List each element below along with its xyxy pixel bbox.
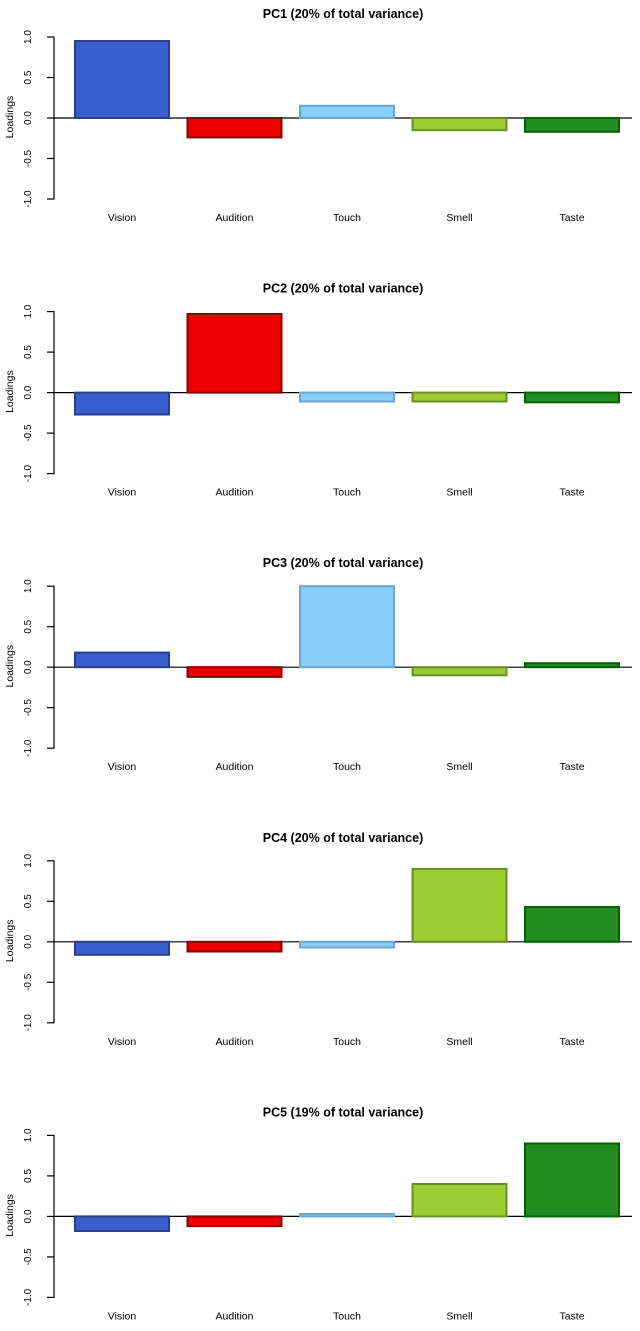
panel-pc4: PC4 (20% of total variance) Loadings 1.0 0.… xyxy=(4,831,632,1048)
y-tick-label: -1.0 xyxy=(23,739,34,757)
y-tick-label: 0.5 xyxy=(23,345,34,359)
bar-smell xyxy=(411,391,508,403)
y-axis-label: Loadings xyxy=(4,919,16,962)
x-category-label: Taste xyxy=(559,212,584,224)
x-category-label: Taste xyxy=(559,1036,584,1048)
y-tick-label: -1.0 xyxy=(23,1014,34,1032)
x-category-label: Taste xyxy=(559,487,584,499)
y-tick-label: -0.5 xyxy=(23,973,34,991)
panel-pc1: PC1 (20% of total variance) Loadings 1.0 0.… xyxy=(4,7,632,224)
bar-audition xyxy=(186,940,283,953)
x-category-label: Smell xyxy=(446,1036,472,1048)
bar-vision xyxy=(74,1215,170,1233)
bar-audition xyxy=(186,313,283,394)
bar-vision xyxy=(74,651,170,669)
y-tick-label: 0.5 xyxy=(23,70,34,84)
y-tick-label: 0.0 xyxy=(23,934,34,948)
y-tick-label: -1.0 xyxy=(23,465,34,483)
bar-vision xyxy=(74,40,170,119)
y-axis-label: Loadings xyxy=(4,96,16,139)
y-tick-label: 0.0 xyxy=(23,1209,34,1223)
bar-taste xyxy=(524,662,620,669)
y-tick-label: 0.0 xyxy=(23,385,34,399)
bar-audition xyxy=(186,117,283,139)
x-category-label: Audition xyxy=(216,212,254,224)
y-tick-label: -0.5 xyxy=(23,424,34,442)
bar-taste xyxy=(524,117,620,133)
y-tick-label: -1.0 xyxy=(23,190,34,208)
x-category-label: Touch xyxy=(333,1310,361,1322)
bar-smell xyxy=(411,666,508,677)
y-axis-label: Loadings xyxy=(4,645,16,688)
x-category-label: Taste xyxy=(559,761,584,773)
x-category-label: Vision xyxy=(108,1310,137,1322)
panel-pc3: PC3 (20% of total variance) Loadings 1.0 0.… xyxy=(4,556,632,773)
x-category-label: Smell xyxy=(446,487,472,499)
y-tick-label: 0.5 xyxy=(23,619,34,633)
bar-audition xyxy=(186,1215,283,1228)
panel-pc2: PC2 (20% of total variance) Loadings 1.0 0.… xyxy=(4,282,632,499)
x-category-label: Smell xyxy=(446,761,472,773)
x-category-label: Taste xyxy=(559,1310,584,1322)
panel-pc5: PC5 (19% of total variance) Loadings 1.0 0.… xyxy=(4,1105,632,1322)
y-tick-label: -0.5 xyxy=(23,149,34,167)
y-tick-label: -0.5 xyxy=(23,1248,34,1266)
y-tick-label: 1.0 xyxy=(23,853,34,867)
y-tick-label: 0.0 xyxy=(23,660,34,674)
y-axis-label: Loadings xyxy=(4,1194,16,1237)
panel-title: PC1 (20% of total variance) xyxy=(263,7,423,21)
y-axis-label: Loadings xyxy=(4,370,16,413)
bar-touch xyxy=(299,585,395,669)
x-category-label: Vision xyxy=(108,761,137,773)
bar-vision xyxy=(74,940,170,956)
y-tick-label: 0.5 xyxy=(23,894,34,908)
bar-touch xyxy=(299,391,395,403)
x-category-label: Smell xyxy=(446,212,472,224)
y-tick-label: -1.0 xyxy=(23,1288,34,1306)
x-category-label: Touch xyxy=(333,212,361,224)
bar-taste xyxy=(524,391,620,404)
x-category-label: Audition xyxy=(216,761,254,773)
bar-vision xyxy=(74,391,170,416)
panel-title: PC5 (19% of total variance) xyxy=(263,1105,423,1119)
x-category-label: Vision xyxy=(108,1036,137,1048)
y-tick-label: 1.0 xyxy=(23,30,34,44)
x-category-label: Touch xyxy=(333,761,361,773)
bar-audition xyxy=(186,666,283,678)
bar-taste xyxy=(524,905,620,943)
bar-touch xyxy=(299,940,395,949)
x-category-label: Smell xyxy=(446,1310,472,1322)
bar-smell xyxy=(411,1183,508,1218)
x-category-label: Touch xyxy=(333,1036,361,1048)
panel-title: PC2 (20% of total variance) xyxy=(263,282,423,296)
y-tick-label: 1.0 xyxy=(23,579,34,593)
x-category-label: Audition xyxy=(216,1310,254,1322)
x-category-label: Audition xyxy=(216,487,254,499)
y-tick-label: -0.5 xyxy=(23,699,34,717)
y-tick-label: 1.0 xyxy=(23,1128,34,1142)
x-category-label: Touch xyxy=(333,487,361,499)
x-category-label: Vision xyxy=(108,487,137,499)
bar-taste xyxy=(524,1142,620,1218)
panel-title: PC4 (20% of total variance) xyxy=(263,831,423,845)
y-tick-label: 0.5 xyxy=(23,1169,34,1183)
bar-smell xyxy=(411,867,508,943)
y-tick-label: 0.0 xyxy=(23,111,34,125)
x-category-label: Vision xyxy=(108,212,137,224)
bar-touch xyxy=(299,104,395,120)
y-tick-label: 1.0 xyxy=(23,304,34,318)
bar-smell xyxy=(411,117,508,132)
panel-title: PC3 (20% of total variance) xyxy=(263,556,423,570)
bar-touch xyxy=(299,1213,395,1218)
x-category-label: Audition xyxy=(216,1036,254,1048)
